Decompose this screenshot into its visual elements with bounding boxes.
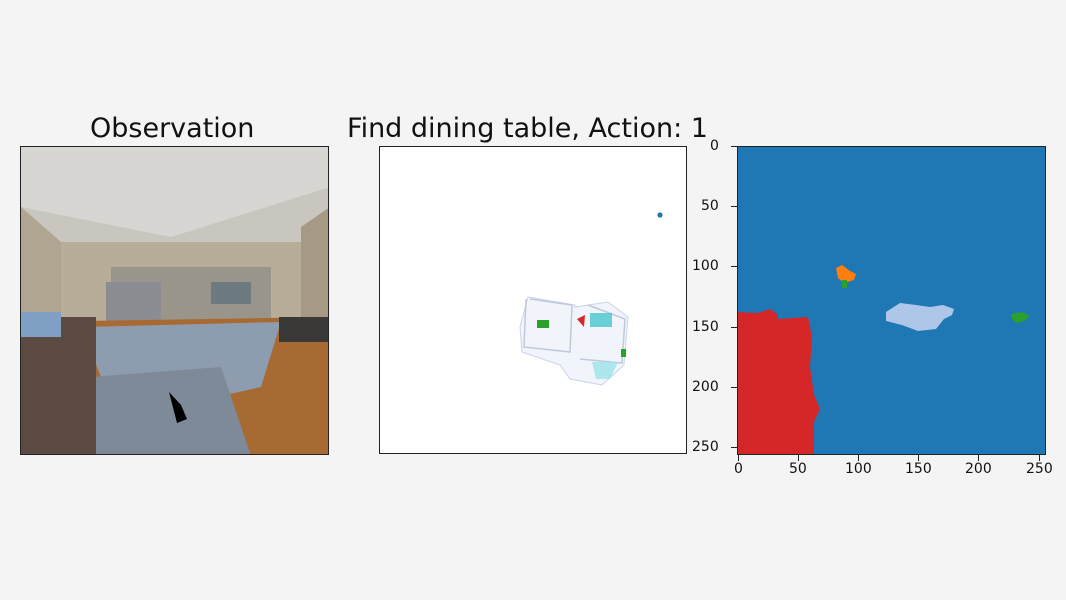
x-tick-200: 200 [965, 461, 992, 477]
observation-image [20, 146, 329, 455]
y-tick-50: 50 [701, 198, 719, 214]
goal-dot [657, 212, 663, 218]
observation-title: Observation [90, 113, 255, 144]
x-tick-150: 150 [905, 461, 932, 477]
x-tick-50: 50 [789, 461, 807, 477]
x-tick-0: 0 [734, 461, 743, 477]
segmentation-map [737, 146, 1046, 455]
segmentation-canvas [738, 147, 1045, 454]
y-tick-150: 150 [692, 319, 719, 335]
seg-lightblue-region [886, 303, 954, 331]
seg-orange-region [836, 265, 856, 283]
x-tick-250: 250 [1026, 461, 1053, 477]
seg-red-region [738, 309, 820, 454]
seg-green-region [1011, 312, 1030, 323]
observation-scene [21, 147, 328, 454]
map-canvas [519, 212, 663, 386]
map-title: Find dining table, Action: 1 [347, 113, 708, 144]
y-tick-250: 250 [692, 439, 719, 455]
agent-marker [577, 315, 585, 327]
map-cyan-region [590, 313, 612, 327]
x-tick-100: 100 [845, 461, 872, 477]
y-tick-0: 0 [710, 138, 719, 154]
map-green-region [537, 320, 549, 328]
y-tick-200: 200 [692, 379, 719, 395]
y-tick-100: 100 [692, 258, 719, 274]
semantic-map [379, 146, 687, 454]
